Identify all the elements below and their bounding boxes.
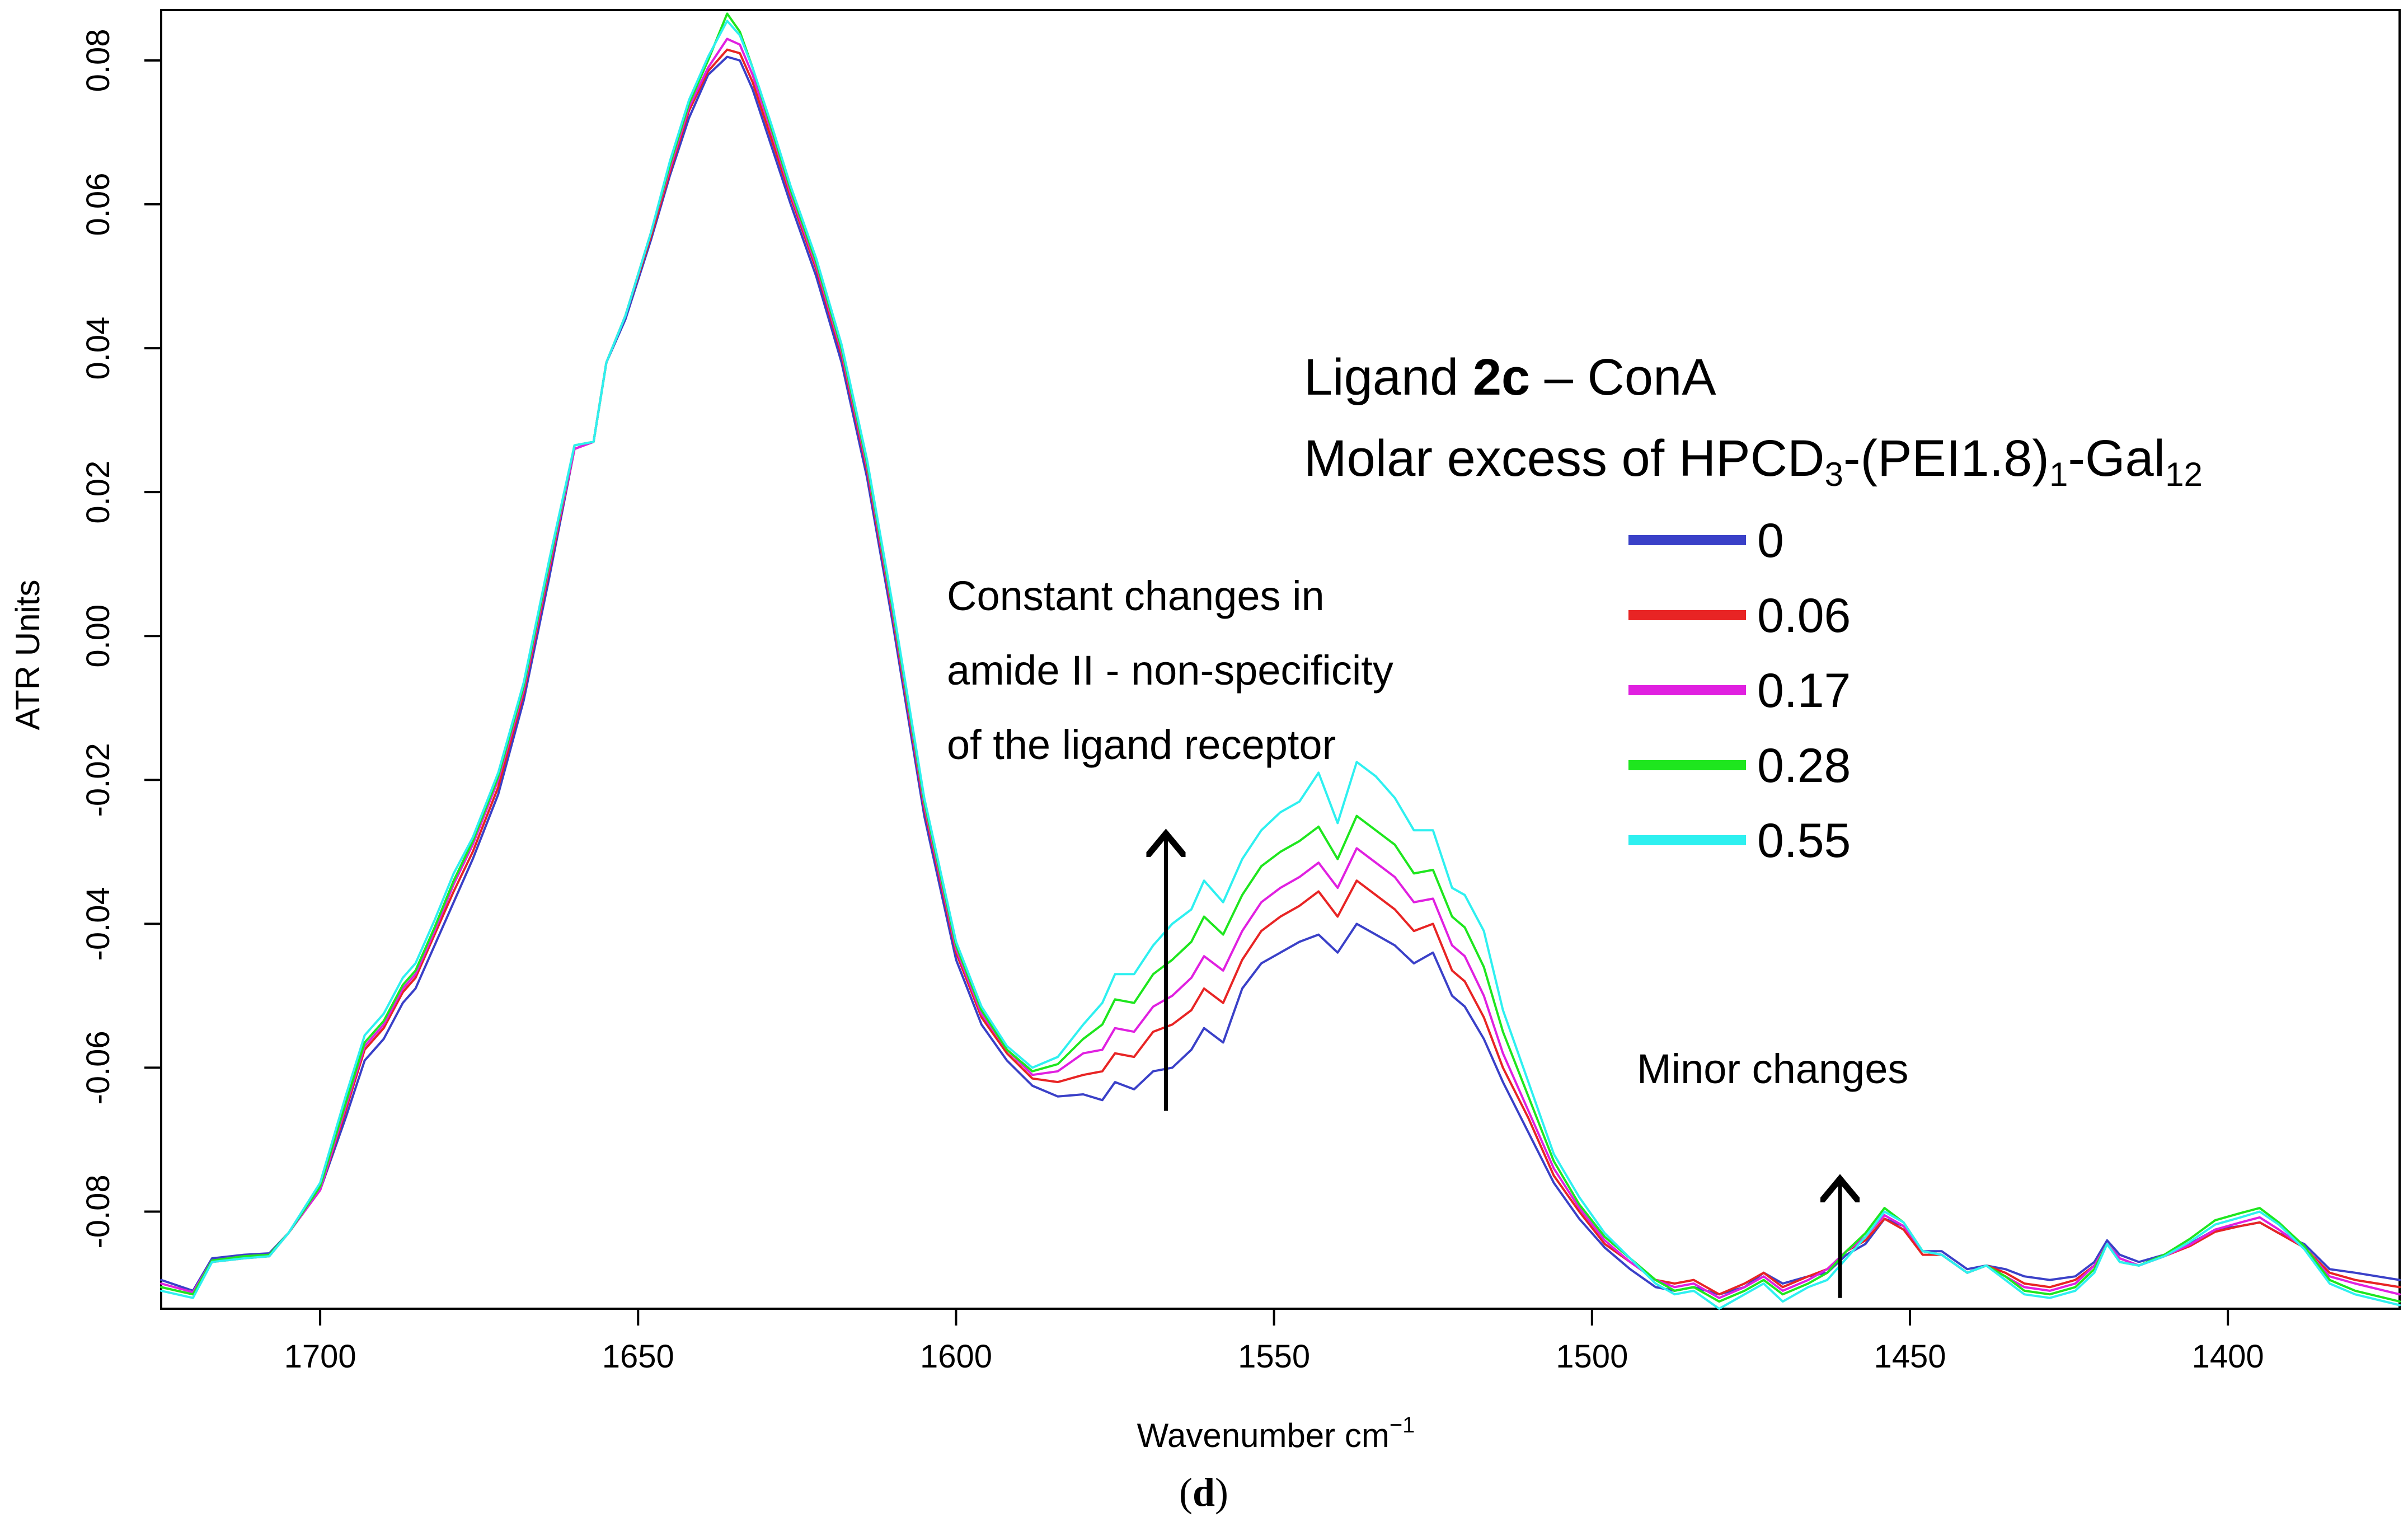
x-tick-label-1450: 1450 (1874, 1338, 1946, 1375)
x-axis-title-superscript: −1 (1390, 1413, 1415, 1437)
plot-frame (160, 9, 2401, 1310)
series-line-4 (160, 20, 2401, 1310)
annotations: Constant changes in amide II - non-specif… (947, 573, 1908, 1298)
legend-title-sub-1: 1 (2049, 456, 2068, 493)
legend-label-4: 0.55 (1757, 814, 1851, 868)
annotation-amide-line-2: of the ligand receptor (947, 722, 1336, 768)
legend-title-line2: Molar excess of HPCD3-(PEI1.8)1-Gal12 (1304, 430, 2203, 493)
legend-label-3: 0.28 (1757, 739, 1851, 793)
x-tick-label-1650: 1650 (602, 1338, 674, 1375)
x-tick-label-1500: 1500 (1556, 1338, 1628, 1375)
y-tick-label-1: -0.06 (80, 1031, 116, 1104)
legend-label-0: 0 (1757, 514, 1784, 568)
legend-title-receptor: – ConA (1530, 349, 1716, 406)
panel-label-letter: d (1193, 1470, 1215, 1515)
x-tick-label-1600: 1600 (920, 1338, 992, 1375)
series-layer (160, 12, 2401, 1310)
legend-title-part-b: -(PEI1.8) (1843, 430, 2049, 487)
legend-title-part-c: -Gal (2068, 430, 2165, 487)
annotation-amide-line-0: Constant changes in (947, 573, 1325, 619)
legend-title-ligand: Ligand (1304, 349, 1473, 406)
x-axis: 1700 1650 1600 1550 1500 1450 1400 (284, 1309, 2264, 1375)
annotation-minor-line-0: Minor changes (1637, 1046, 1908, 1092)
legend-title-line1: Ligand 2c – ConA (1304, 349, 1716, 406)
legend-title-sub-12: 12 (2165, 456, 2203, 493)
y-tick-label-8: 0.08 (80, 29, 116, 92)
legend: Ligand 2c – ConA Molar excess of HPCD3-(… (1304, 349, 2203, 868)
y-axis: -0.08 -0.06 -0.04 -0.02 0.00 0.02 0.04 0.06 0.08 (80, 29, 161, 1249)
x-tick-label-1700: 1700 (284, 1338, 356, 1375)
panel-label-open: ( (1179, 1470, 1193, 1515)
legend-label-1: 0.06 (1757, 589, 1851, 643)
y-axis-title: ATR Units (9, 580, 46, 730)
y-tick-label-5: 0.02 (80, 461, 116, 524)
legend-label-2: 0.17 (1757, 664, 1851, 718)
x-tick-label-1400: 1400 (2192, 1338, 2264, 1375)
legend-title-sub-3: 3 (1824, 456, 1843, 493)
panel-label-close: ) (1215, 1470, 1228, 1515)
y-tick-label-6: 0.04 (80, 317, 116, 380)
legend-entries: 0 0.06 0.17 0.28 0.55 (1628, 514, 1851, 868)
x-axis-title: Wavenumber cm−1 (1137, 1413, 1415, 1454)
legend-title-ligand-id: 2c (1473, 349, 1530, 406)
y-tick-label-7: 0.06 (80, 173, 116, 236)
panel-label: (d) (1179, 1470, 1228, 1515)
annotation-amide-line-1: amide II - non-specificity (947, 647, 1393, 694)
y-tick-label-4: 0.00 (80, 605, 116, 668)
x-tick-label-1550: 1550 (1238, 1338, 1310, 1375)
x-axis-title-text: Wavenumber cm (1137, 1417, 1390, 1454)
y-tick-label-2: -0.04 (80, 887, 116, 961)
y-tick-label-0: -0.08 (80, 1174, 116, 1248)
y-tick-label-3: -0.02 (80, 743, 116, 817)
legend-title-part-a: Molar excess of HPCD (1304, 430, 1824, 487)
